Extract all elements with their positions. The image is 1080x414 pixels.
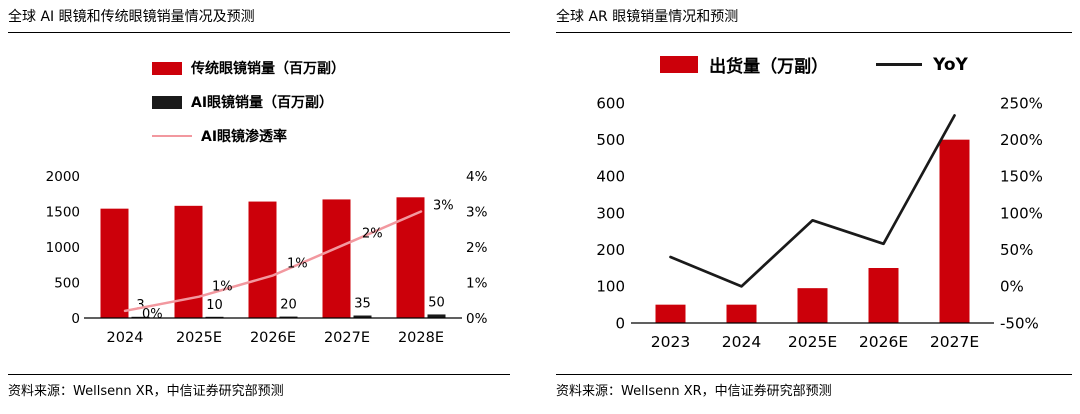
bar-data-label: 10: [206, 298, 223, 313]
legend-label: 传统眼镜销量（百万副）: [191, 61, 345, 77]
trend-line: [669, 114, 956, 288]
legend-label: YoY: [933, 54, 968, 75]
left-axis-tick-label: 200: [596, 241, 625, 259]
left-axis-tick-label: 400: [596, 168, 625, 186]
left-axis-tick-label: 1000: [46, 240, 80, 256]
category-label: 2025E: [788, 333, 837, 351]
legend-item-bar: 出货量（万副）: [660, 52, 828, 77]
bar: [100, 208, 129, 318]
bar-data-label: 3: [136, 298, 144, 313]
left-axis-tick-label: 1500: [46, 204, 80, 220]
bar-data-label: 20: [280, 298, 297, 313]
right-axis-tick-label: 0%: [466, 311, 488, 327]
right-axis-tick-label: 0%: [1000, 278, 1024, 296]
right-axis-tick-label: 200%: [1000, 131, 1043, 149]
category-label: 2026E: [250, 330, 296, 346]
line-data-label: 1%: [212, 280, 233, 295]
category-label: 2025E: [176, 330, 222, 346]
right-axis-tick-label: -50%: [1000, 314, 1039, 332]
bar: [396, 197, 425, 318]
bar: [322, 199, 351, 318]
bar: [868, 268, 899, 323]
category-label: 2024: [107, 330, 144, 346]
left-axis-tick-label: 2000: [46, 169, 80, 185]
legend-label: 出货量（万副）: [709, 57, 829, 77]
bar: [353, 315, 372, 318]
legend-bar-swatch: [152, 61, 182, 75]
category-label: 2027E: [930, 333, 979, 351]
line-data-label: 3%: [433, 199, 454, 214]
category-label: 2028E: [398, 330, 444, 346]
right-axis-tick-label: 100%: [1000, 204, 1043, 222]
right-chart-legend: 出货量（万副） YoY: [556, 52, 1072, 77]
right-axis-tick-label: 50%: [1000, 241, 1033, 259]
bar: [427, 314, 446, 318]
left-chart-title: 全球 AI 眼镜和传统眼镜销量情况及预测: [8, 8, 510, 33]
legend-bar-swatch: [152, 95, 182, 109]
left-chart-legend: 传统眼镜销量（百万副） AI眼镜销量（百万副） AI眼镜渗透率: [152, 58, 345, 146]
legend-line-swatch: [876, 63, 923, 66]
legend-item-line: YoY: [876, 55, 968, 75]
left-chart-source: 资料来源：Wellsenn XR，中信证券研究部预测: [8, 374, 510, 400]
left-axis-tick-label: 500: [596, 131, 625, 149]
bar: [279, 316, 298, 318]
left-axis-tick-label: 600: [596, 94, 625, 112]
line-data-label: 1%: [287, 256, 308, 271]
bar: [939, 139, 970, 323]
trend-line: [123, 210, 423, 313]
legend-label: AI眼镜销量（百万副）: [191, 95, 334, 111]
right-chart-source: 资料来源：Wellsenn XR，中信证券研究部预测: [556, 374, 1072, 400]
line-data-label: 2%: [362, 226, 383, 241]
legend-item-bar: AI眼镜销量（百万副）: [152, 92, 345, 112]
category-label: 2026E: [859, 333, 908, 351]
legend-item-line: AI眼镜渗透率: [152, 126, 345, 146]
bar-data-label: 50: [428, 295, 445, 310]
legend-item-bar: 传统眼镜销量（百万副）: [152, 58, 345, 78]
right-axis-tick-label: 3%: [466, 204, 488, 220]
left-axis-tick-label: 0: [71, 311, 80, 327]
right-chart-title: 全球 AR 眼镜销量情况和预测: [556, 8, 1072, 33]
category-label: 2024: [722, 333, 761, 351]
left-axis-tick-label: 500: [54, 275, 80, 291]
right-axis-tick-label: 250%: [1000, 94, 1043, 112]
left-axis-tick-label: 300: [596, 204, 625, 222]
left-axis-tick-label: 100: [596, 278, 625, 296]
left-axis-tick-label: 0: [615, 314, 625, 332]
bar: [797, 288, 828, 323]
right-axis-tick-label: 1%: [466, 275, 488, 291]
bar: [655, 304, 686, 323]
legend-line-swatch: [152, 134, 192, 138]
category-label: 2023: [651, 333, 690, 351]
right-chart-plot: 0 100 200 300 400 500 600 -50% 0% 50% 100% 150% 200%…: [596, 94, 1043, 351]
bar: [726, 304, 757, 323]
right-axis-tick-label: 4%: [466, 169, 488, 185]
line-data-label: 0%: [142, 307, 163, 322]
right-axis-tick-label: 150%: [1000, 168, 1043, 186]
right-axis-tick-label: 2%: [466, 240, 488, 256]
left-chart-plot: 0 500 1000 1500 2000 0% 1% 2% 3% 4% 2024 2025E 2026E…: [46, 169, 488, 346]
bar: [248, 201, 277, 318]
legend-bar-swatch: [660, 56, 699, 73]
legend-label: AI眼镜渗透率: [201, 129, 288, 145]
category-label: 2027E: [324, 330, 370, 346]
bar-data-label: 35: [354, 297, 371, 312]
